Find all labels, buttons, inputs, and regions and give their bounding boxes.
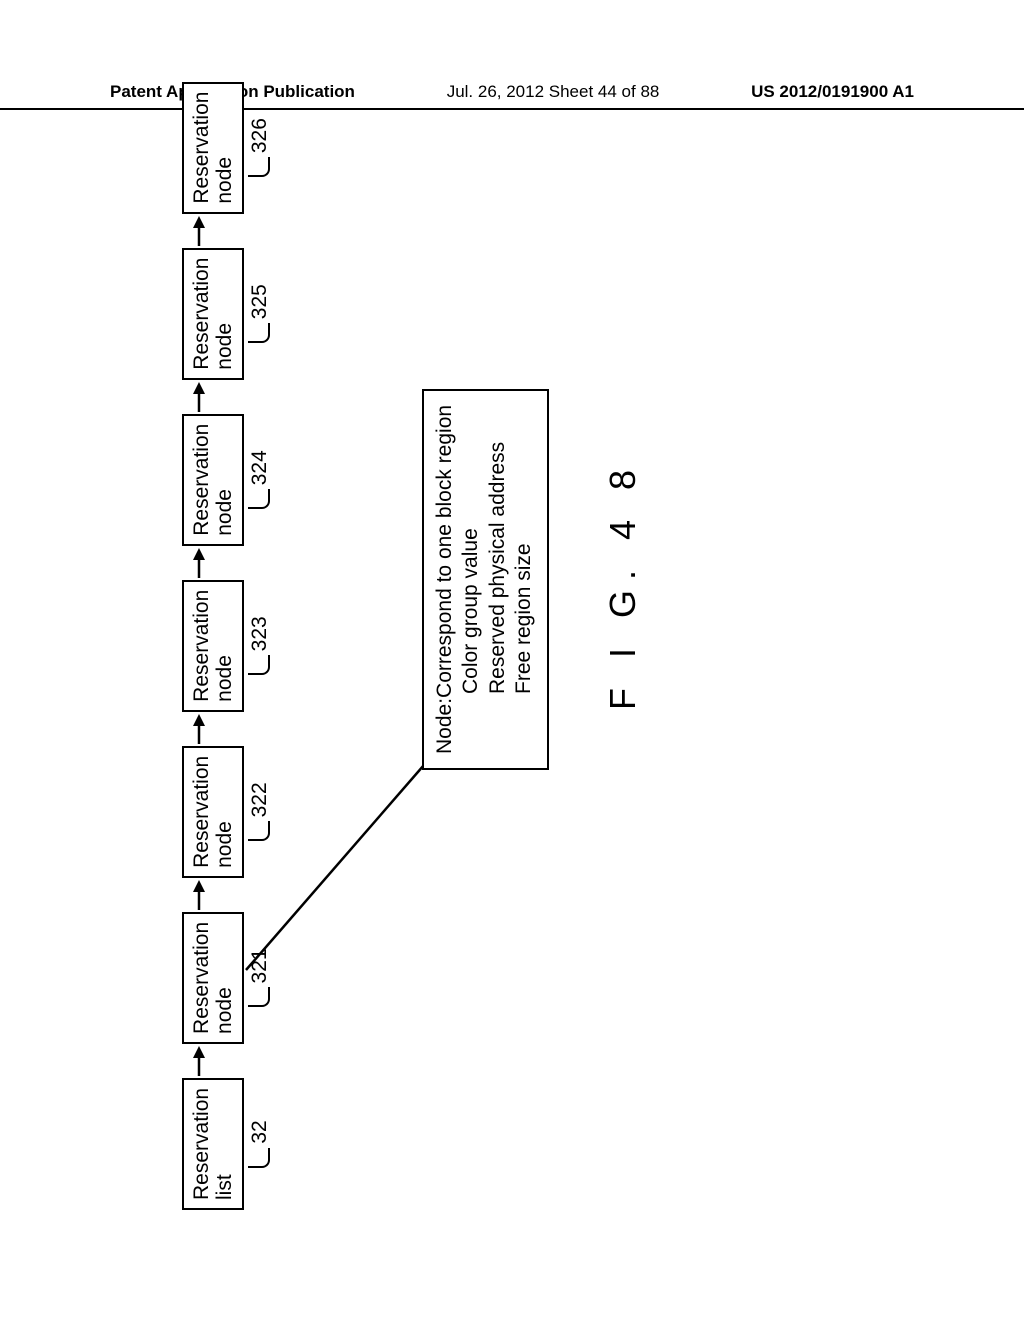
- node-wrap-322: Reservation node 322: [182, 746, 274, 878]
- node-wrap-324: Reservation node 324: [182, 414, 274, 546]
- node325-line2: node: [213, 258, 236, 370]
- reservation-node-325: Reservation node: [182, 248, 244, 380]
- ref-321: 321: [248, 948, 274, 983]
- node-chain: Reservation list 32 Reservation node 321: [182, 82, 274, 1210]
- page-header: Patent Application Publication Jul. 26, …: [0, 82, 1024, 110]
- ref-32: 32: [248, 1120, 274, 1143]
- arrow-1: [182, 1044, 240, 1078]
- list-node-line2: list: [213, 1088, 236, 1200]
- ref-under-324: 324: [248, 450, 274, 509]
- ref-under-list: 32: [248, 1120, 274, 1167]
- ref-325: 325: [248, 284, 274, 319]
- figure-container: Reservation list 32 Reservation node 321: [162, 110, 862, 1210]
- ref-under-326: 326: [248, 118, 274, 177]
- node-wrap-323: Reservation node 323: [182, 580, 274, 712]
- node324-line1: Reservation: [190, 424, 213, 536]
- ref-322: 322: [248, 782, 274, 817]
- node326-line1: Reservation: [190, 92, 213, 204]
- ref-under-323: 323: [248, 616, 274, 675]
- node325-line1: Reservation: [190, 258, 213, 370]
- ref-under-325: 325: [248, 284, 274, 343]
- arrow-6: [182, 214, 240, 248]
- ref-under-321: 321: [248, 948, 274, 1007]
- hook-icon: [248, 655, 270, 675]
- node-wrap-321: Reservation node 321: [182, 912, 274, 1044]
- arrow-2: [182, 878, 240, 912]
- node-wrap-325: Reservation node 325: [182, 248, 274, 380]
- node322-line1: Reservation: [190, 756, 213, 868]
- figure-label: F I G. 4 8: [602, 460, 644, 710]
- legend-box: Node:Correspond to one block region Colo…: [422, 389, 549, 770]
- arrow-4: [182, 546, 240, 580]
- reservation-node-324: Reservation node: [182, 414, 244, 546]
- hook-icon: [248, 489, 270, 509]
- reservation-node-321: Reservation node: [182, 912, 244, 1044]
- reservation-node-323: Reservation node: [182, 580, 244, 712]
- ref-326: 326: [248, 118, 274, 153]
- hook-icon: [248, 821, 270, 841]
- hook-icon: [248, 1148, 270, 1168]
- node323-line1: Reservation: [190, 590, 213, 702]
- node321-line1: Reservation: [190, 922, 213, 1034]
- list-node-wrap: Reservation list 32: [182, 1078, 274, 1210]
- hook-icon: [248, 157, 270, 177]
- ref-under-322: 322: [248, 782, 274, 841]
- node326-line2: node: [213, 92, 236, 204]
- arrow-3: [182, 712, 240, 746]
- node321-line2: node: [213, 922, 236, 1034]
- legend-line2: Reserved physical address: [485, 405, 511, 754]
- hook-icon: [248, 987, 270, 1007]
- header-right: US 2012/0191900 A1: [751, 82, 914, 102]
- arrow-5: [182, 380, 240, 414]
- legend-line1: Color group value: [458, 405, 484, 754]
- reservation-list-node: Reservation list: [182, 1078, 244, 1210]
- ref-324: 324: [248, 450, 274, 485]
- header-center: Jul. 26, 2012 Sheet 44 of 88: [447, 82, 660, 102]
- reservation-node-322: Reservation node: [182, 746, 244, 878]
- node322-line2: node: [213, 756, 236, 868]
- ref-323: 323: [248, 616, 274, 651]
- hook-icon: [248, 323, 270, 343]
- legend-title: Node:Correspond to one block region: [432, 405, 458, 754]
- reservation-node-326: Reservation node: [182, 82, 244, 214]
- node323-line2: node: [213, 590, 236, 702]
- node324-line2: node: [213, 424, 236, 536]
- list-node-line1: Reservation: [190, 1088, 213, 1200]
- node-wrap-326: Reservation node 326: [182, 82, 274, 214]
- legend-line3: Free region size: [511, 405, 537, 754]
